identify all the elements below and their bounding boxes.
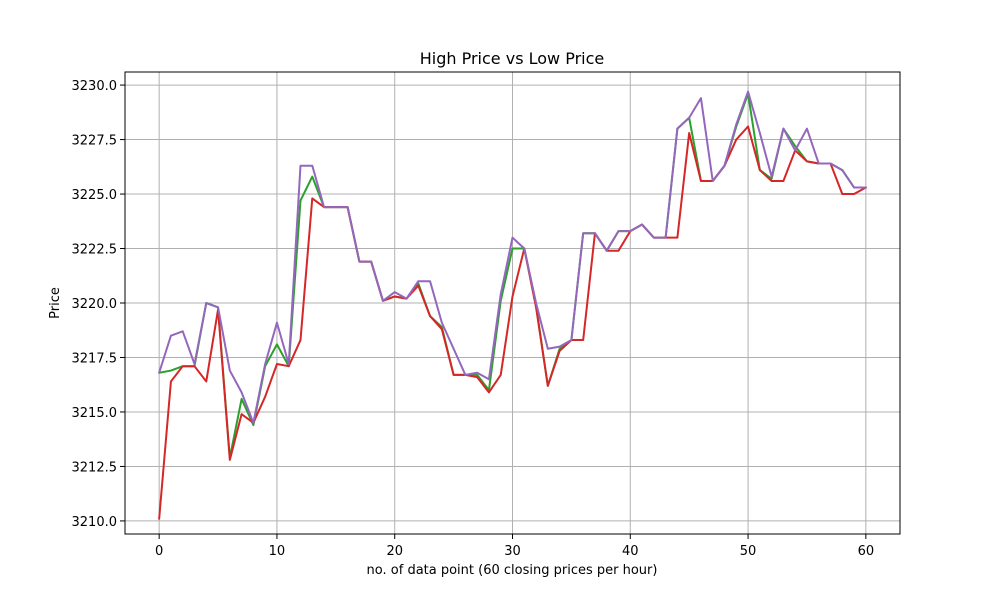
y-tick-label: 3220.0 xyxy=(72,297,118,312)
y-tick-label: 3217.5 xyxy=(72,351,118,366)
y-tick-label: 3230.0 xyxy=(72,79,118,94)
x-tick-label: 20 xyxy=(386,544,403,559)
y-tick-label: 3222.5 xyxy=(72,243,118,258)
series-line-3 xyxy=(158,90,867,424)
x-axis: 0 10 20 30 40 50 60 xyxy=(155,534,874,559)
x-tick-label: 40 xyxy=(622,544,639,559)
grid-lines xyxy=(125,72,900,534)
y-axis-label: Price xyxy=(48,287,63,319)
y-tick-label: 3215.0 xyxy=(72,406,118,421)
y-tick-label: 3212.5 xyxy=(72,460,118,475)
x-tick-label: 60 xyxy=(858,544,875,559)
y-tick-label: 3227.5 xyxy=(72,134,118,149)
y-tick-label: 3225.0 xyxy=(72,188,118,203)
x-axis-label: no. of data point (60 closing prices per… xyxy=(367,563,658,578)
y-axis: 3210.0 3212.5 3215.0 3217.5 3220.0 3222.5 3225… xyxy=(72,79,125,530)
x-tick-label: 50 xyxy=(740,544,757,559)
series-lines xyxy=(158,90,867,520)
x-tick-label: 0 xyxy=(155,544,163,559)
x-tick-label: 30 xyxy=(504,544,521,559)
y-tick-label: 3210.0 xyxy=(72,515,118,530)
chart-title: High Price vs Low Price xyxy=(420,49,605,68)
x-tick-label: 10 xyxy=(269,544,286,559)
series-line-2 xyxy=(158,125,867,520)
